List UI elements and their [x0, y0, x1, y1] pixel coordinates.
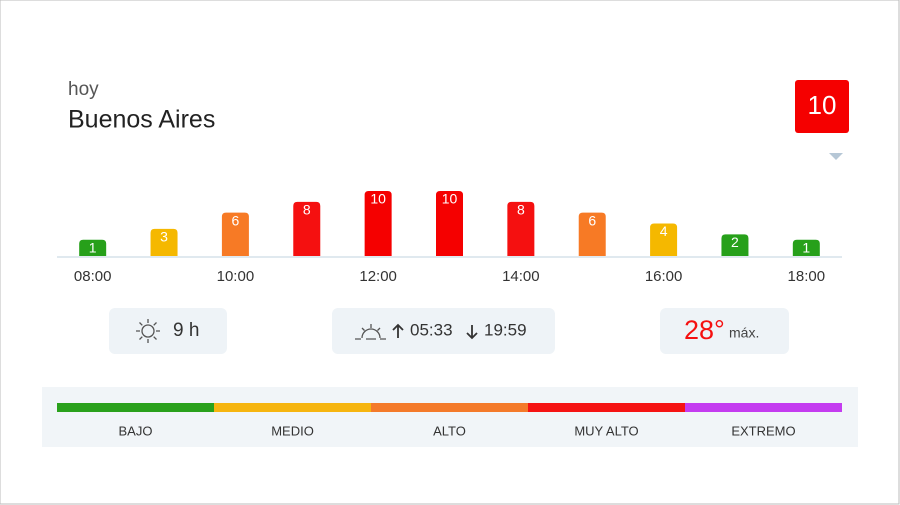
value-label: 1: [802, 239, 810, 255]
scale-label: ALTO: [433, 423, 466, 438]
bar: [650, 223, 678, 256]
scale-segment: [57, 403, 214, 412]
sunset: 19:59: [484, 320, 527, 339]
index-badge: [795, 80, 849, 133]
sunrise-icon: [355, 324, 386, 340]
dropdown-icon[interactable]: [829, 153, 843, 160]
value-label: 3: [160, 229, 168, 245]
bar: [150, 228, 178, 256]
scale-segment: [214, 403, 371, 412]
scale-segment: [685, 403, 842, 412]
scale-label: EXTREMO: [731, 423, 795, 438]
sun-hours-pill: [109, 308, 227, 354]
temp-pill: [660, 308, 789, 354]
bar: [79, 239, 107, 256]
sun-times-pill: [332, 308, 555, 354]
bar: [578, 212, 606, 256]
max-label: máx.: [729, 325, 759, 341]
x-tick-label: 12:00: [359, 268, 397, 285]
up-arrow: [392, 323, 404, 338]
value-label: 8: [303, 202, 311, 218]
bar: [436, 191, 463, 256]
scale-label: MUY ALTO: [574, 423, 638, 438]
value-label: 10: [370, 191, 386, 207]
scale: BAJO MEDIO ALTO MUY ALTO EXTREMO: [57, 403, 842, 438]
scale-panel: [42, 387, 858, 447]
scale-label: MEDIO: [271, 423, 314, 438]
x-tick-label: 16:00: [645, 268, 683, 285]
bar: [364, 191, 392, 256]
scale-segment: [528, 403, 685, 412]
value-label: 6: [588, 212, 596, 228]
sunrise: 05:33: [410, 320, 453, 339]
x-tick-label: 08:00: [74, 268, 112, 285]
value-label: 10: [442, 191, 458, 207]
down-arrow: [466, 325, 478, 340]
bar: [293, 201, 321, 256]
bar: [507, 201, 535, 256]
value-label: 6: [232, 212, 240, 228]
bar: [792, 239, 820, 256]
bar: [721, 234, 749, 256]
sun-hours: 9 h: [173, 320, 199, 341]
value-label: 2: [731, 234, 739, 250]
value-label: 4: [660, 223, 668, 239]
subtitle: hoy: [68, 79, 99, 100]
index-value: 10: [808, 90, 837, 120]
value-label: 8: [517, 202, 525, 218]
scale-label: BAJO: [119, 423, 153, 438]
title: Buenos Aires: [68, 106, 215, 134]
chart: 08:00 1 3 10:00 6 8 12:00 10 10 14:00 8 6 16:00 4 2 18:…: [74, 191, 825, 285]
bar: [221, 212, 249, 256]
x-tick-label: 18:00: [788, 268, 826, 285]
x-tick-label: 10:00: [217, 268, 255, 285]
x-tick-label: 14:00: [502, 268, 540, 285]
max-temp: 28°: [684, 315, 725, 345]
value-label: 1: [89, 239, 97, 255]
scale-segment: [371, 403, 528, 412]
sun-icon: [136, 319, 160, 343]
